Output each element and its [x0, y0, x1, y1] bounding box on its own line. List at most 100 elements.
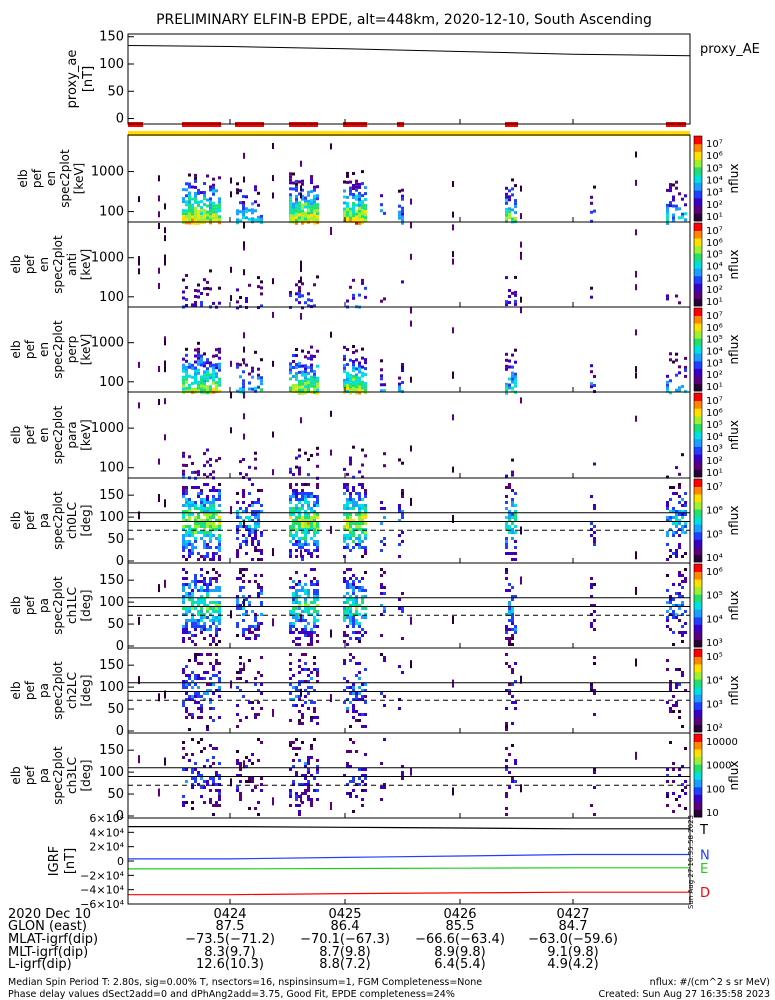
- pitch-pixel: [358, 768, 361, 771]
- pitch-pixel: [593, 504, 596, 507]
- energy-pixel: [511, 470, 514, 474]
- pitch-pixel: [298, 619, 301, 622]
- pitch-pixel: [188, 677, 191, 680]
- pitch-pixel: [304, 631, 307, 634]
- pitch-pixel: [364, 513, 367, 516]
- pitch-pixel: [215, 616, 218, 619]
- pitch-pixel: [401, 607, 404, 610]
- pitch-pixel: [343, 640, 346, 643]
- pitch-pixel: [310, 525, 313, 528]
- energy-pixel: [358, 364, 361, 368]
- pitch-pixel: [203, 501, 206, 504]
- pitch-pixel: [206, 571, 209, 574]
- colorbar-tick-label: 10⁷: [706, 311, 723, 322]
- energy-pixel: [355, 385, 358, 389]
- pitch-pixel: [508, 510, 511, 513]
- pitch-pixel: [364, 537, 367, 540]
- energy-pixel: [197, 386, 200, 390]
- pitch-pixel: [194, 622, 197, 625]
- pitch-pixel: [346, 489, 349, 492]
- energy-pixel: [289, 467, 292, 471]
- pitch-pixel: [295, 540, 298, 543]
- pitch-pixel: [289, 552, 292, 555]
- colorbar-band: [694, 701, 702, 710]
- pitch-pixel: [292, 625, 295, 628]
- pitch-pixel: [251, 610, 254, 613]
- pitch-pixel: [200, 628, 203, 631]
- pitch-ytick-label: 150: [99, 658, 124, 673]
- pitch-pixel: [511, 622, 514, 625]
- pitch-pixel: [298, 604, 301, 607]
- pitch-pixel: [672, 507, 675, 510]
- energy-pixel: [352, 475, 355, 479]
- energy-pixel: [681, 212, 684, 216]
- pitch-pixel: [242, 628, 245, 631]
- energy-pixel: [230, 191, 232, 198]
- energy-pixel: [301, 206, 304, 210]
- pitch-pixel: [358, 777, 361, 780]
- pitch-pixel: [200, 519, 203, 522]
- energy-pixel: [346, 195, 349, 199]
- pitch-pixel: [218, 795, 221, 798]
- pitch-pixel: [197, 707, 200, 710]
- energy-pixel: [307, 458, 310, 462]
- energy-pixel: [295, 292, 298, 296]
- pitch-pixel: [364, 689, 367, 692]
- energy-pixel: [349, 180, 352, 184]
- colorbar-tick-label: 10⁴: [706, 614, 723, 625]
- pitch-pixel: [191, 549, 194, 552]
- colorbar-band: [694, 679, 702, 688]
- pitch-pixel: [158, 494, 160, 502]
- pitch-pixel: [672, 780, 675, 783]
- colorbar-band: [694, 609, 702, 618]
- pitch-pixel: [191, 589, 194, 592]
- pitch-pixel: [257, 510, 260, 513]
- pitch-pixel: [346, 610, 349, 613]
- colorbar-band: [694, 345, 702, 354]
- pitch-pixel: [452, 515, 454, 523]
- pitch-pixel: [298, 595, 301, 598]
- pitch-pixel: [245, 528, 248, 531]
- pitch-pixel: [298, 783, 301, 786]
- energy-ylabel: en: [37, 428, 51, 443]
- energy-pixel: [346, 171, 349, 175]
- energy-pixel: [182, 463, 185, 467]
- pitch-pixel: [364, 774, 367, 777]
- pitch-pixel: [188, 683, 191, 686]
- energy-pixel: [316, 206, 319, 210]
- energy-pixel: [298, 379, 301, 383]
- energy-pixel: [343, 345, 346, 349]
- pitch-pixel: [194, 674, 197, 677]
- pitch-pixel: [245, 507, 248, 510]
- energy-pixel: [361, 278, 364, 282]
- pitch-pixel: [295, 589, 298, 592]
- pitch-pixel: [330, 802, 332, 810]
- energy-pixel: [188, 389, 191, 393]
- energy-pixel: [289, 389, 292, 393]
- energy-pixel: [352, 378, 355, 381]
- pitch-pixel: [218, 613, 221, 616]
- energy-pixel: [355, 221, 358, 225]
- energy-pixel: [352, 384, 355, 387]
- pitch-pixel: [364, 753, 367, 756]
- energy-pixel: [298, 192, 301, 196]
- pitch-pixel: [289, 555, 292, 558]
- energy-pixel: [206, 373, 209, 377]
- energy-pixel: [289, 294, 292, 297]
- energy-pixel: [310, 384, 313, 388]
- pitch-pixel: [383, 695, 386, 698]
- pitch-pixel: [248, 531, 251, 534]
- energy-pixel: [361, 221, 364, 225]
- pitch-pixel: [666, 601, 669, 604]
- pitch-pixel: [316, 716, 319, 719]
- pitch-pixel: [669, 516, 672, 519]
- energy-pixel: [212, 372, 215, 376]
- pitch-pixel: [194, 528, 197, 531]
- pitch-pixel: [292, 528, 295, 531]
- pitch-pixel: [364, 534, 367, 537]
- pitch-pixel: [251, 540, 254, 543]
- pitch-pixel: [218, 783, 221, 786]
- pitch-pixel: [203, 583, 206, 586]
- energy-ylabel: pef: [23, 339, 37, 359]
- pitch-pixel: [242, 595, 245, 598]
